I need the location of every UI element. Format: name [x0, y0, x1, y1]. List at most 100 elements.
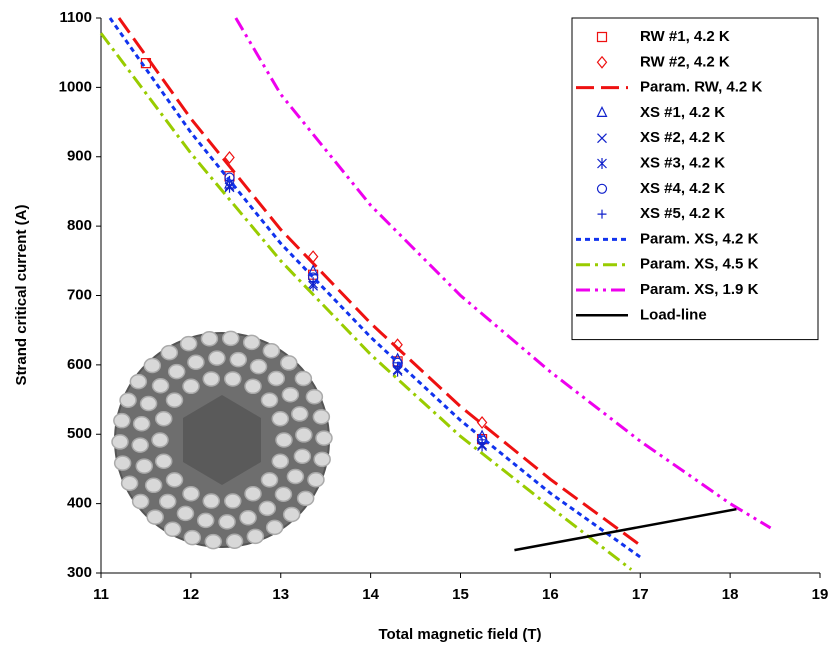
filament: [147, 510, 163, 524]
y-tick-label: 800: [67, 217, 92, 234]
legend-label: RW #2, 4.2 K: [640, 53, 730, 70]
filament: [188, 355, 204, 369]
filament: [169, 365, 185, 379]
filament: [198, 513, 214, 527]
filament: [296, 428, 312, 442]
filament: [292, 407, 308, 421]
filament: [272, 412, 288, 426]
filament: [275, 487, 291, 501]
filament: [156, 412, 172, 426]
x-tick-label: 17: [632, 586, 649, 603]
filament: [314, 452, 330, 466]
filament: [313, 410, 329, 424]
filament: [141, 396, 157, 410]
filament: [259, 501, 275, 515]
legend-label: Param. XS, 1.9 K: [640, 281, 759, 298]
legend-label: XS #3, 4.2 K: [640, 154, 725, 171]
filament: [295, 371, 311, 385]
legend-label: Param. RW, 4.2 K: [640, 79, 762, 96]
chart: Total magnetic field (T) Strand critical…: [0, 0, 833, 650]
legend-label: XS #5, 4.2 K: [640, 205, 725, 222]
x-tick-label: 11: [93, 586, 109, 603]
filament: [298, 491, 314, 505]
legend-label: Param. XS, 4.5 K: [640, 256, 759, 273]
filament: [287, 470, 303, 484]
filament: [120, 393, 136, 407]
filament: [156, 454, 172, 468]
filament: [160, 494, 176, 508]
filament: [181, 337, 197, 351]
filament: [167, 393, 183, 407]
legend-label: XS #1, 4.2 K: [640, 104, 725, 121]
filament: [268, 372, 284, 386]
filament: [122, 476, 138, 490]
x-tick-label: 16: [542, 586, 559, 603]
filament: [134, 417, 150, 431]
filament: [225, 494, 241, 508]
filament: [267, 520, 283, 534]
filament: [225, 372, 241, 386]
y-axis-title: Strand critical current (A): [13, 205, 30, 386]
filament: [112, 435, 128, 449]
filament: [114, 414, 130, 428]
filament: [183, 379, 199, 393]
filament: [146, 478, 162, 492]
filament: [177, 506, 193, 520]
filament: [133, 495, 149, 509]
filament: [227, 534, 243, 548]
x-tick-label: 14: [362, 586, 379, 603]
x-tick-label: 19: [812, 586, 829, 603]
legend-label: XS #2, 4.2 K: [640, 129, 725, 146]
filament: [205, 535, 221, 549]
filament: [282, 388, 298, 402]
y-tick-label: 400: [67, 495, 92, 512]
x-tick-label: 18: [722, 586, 739, 603]
y-tick-label: 500: [67, 425, 92, 442]
filament: [165, 522, 181, 536]
x-tick-label: 13: [272, 586, 289, 603]
filament: [284, 507, 300, 521]
filament: [230, 353, 246, 367]
y-tick-label: 1000: [59, 78, 92, 95]
series-line: [514, 509, 736, 550]
legend-label: RW #1, 4.2 K: [640, 28, 730, 45]
filament: [130, 375, 146, 389]
legend-label: Load-line: [640, 306, 707, 323]
filament: [316, 431, 332, 445]
x-axis-title: Total magnetic field (T): [378, 626, 541, 643]
filament: [245, 487, 261, 501]
legend-label: Param. XS, 4.2 K: [640, 230, 759, 247]
legend-label: XS #4, 4.2 K: [640, 180, 725, 197]
filament: [144, 359, 160, 373]
filament: [153, 379, 169, 393]
filament: [306, 390, 322, 404]
filament: [276, 433, 292, 447]
y-tick-label: 1100: [59, 9, 92, 26]
filament: [203, 372, 219, 386]
y-tick-label: 900: [67, 148, 92, 165]
filament: [261, 393, 277, 407]
x-tick-label: 15: [452, 586, 469, 603]
cross-section-image: [112, 331, 332, 548]
filament: [244, 335, 260, 349]
filament: [247, 529, 263, 543]
filament: [167, 473, 183, 487]
filament: [161, 346, 177, 360]
y-tick-label: 700: [67, 286, 92, 303]
x-tick-label: 12: [183, 586, 200, 603]
filament: [209, 351, 225, 365]
filament: [223, 331, 239, 345]
filament: [251, 360, 267, 374]
y-tick-label: 600: [67, 356, 92, 373]
legend: RW #1, 4.2 K RW #2, 4.2 K Param. RW, 4.2 K…: [572, 18, 818, 340]
filament: [152, 433, 168, 447]
filament: [308, 473, 324, 487]
filament: [261, 473, 277, 487]
filament: [183, 487, 199, 501]
filament: [203, 494, 219, 508]
filament: [184, 531, 200, 545]
filament: [201, 332, 217, 346]
filament: [136, 459, 152, 473]
y-tick-label: 300: [67, 564, 92, 581]
filament: [240, 511, 256, 525]
